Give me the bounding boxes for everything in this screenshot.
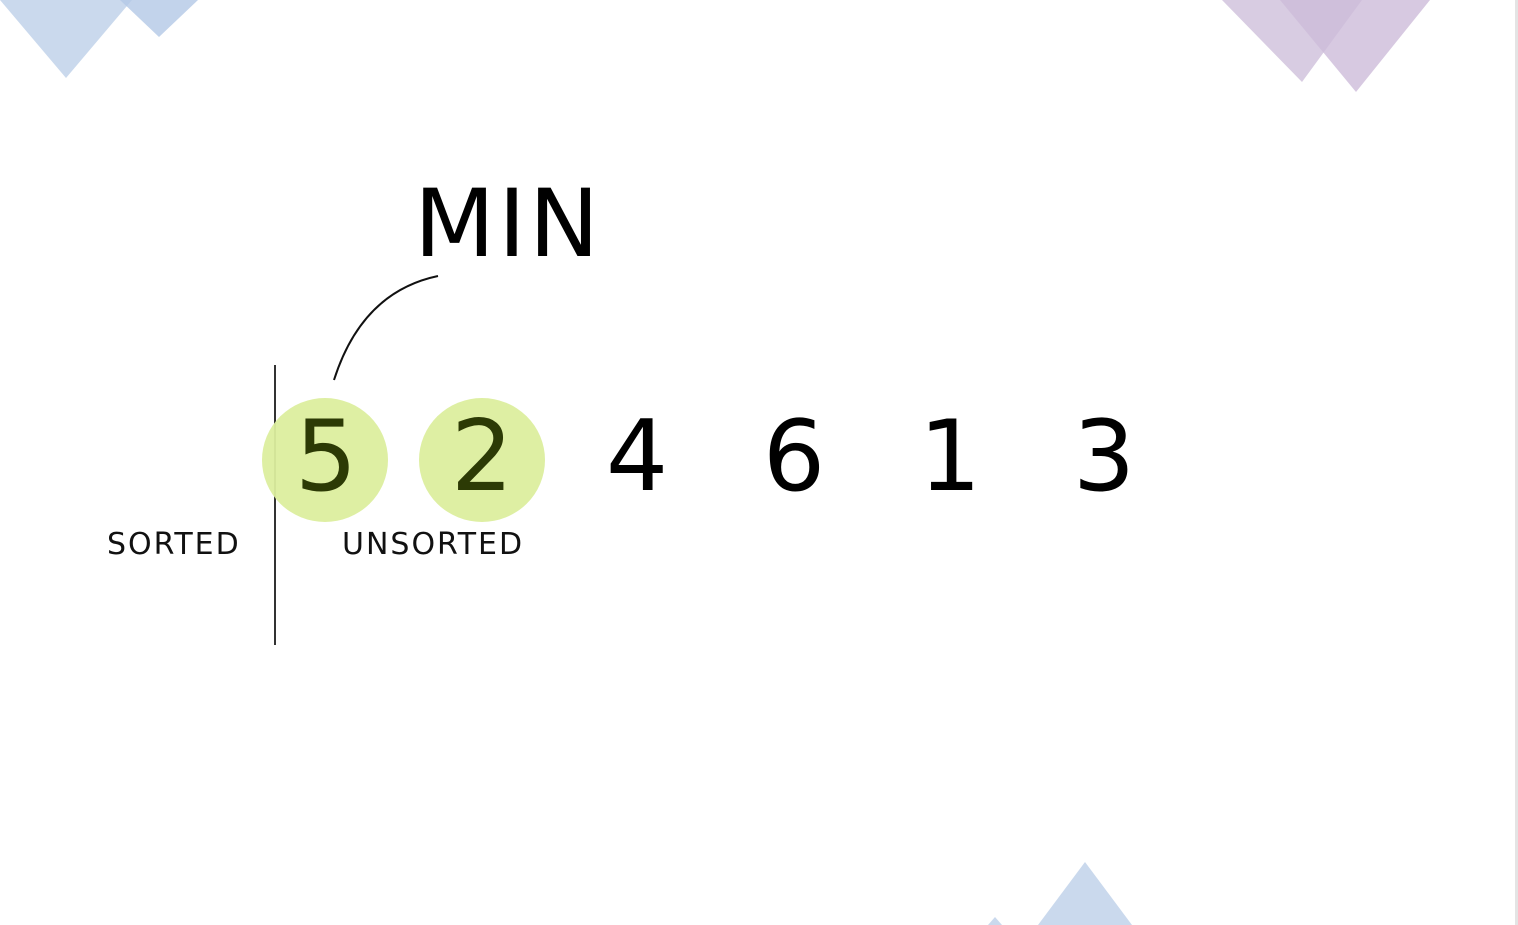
array-value: 6 — [762, 400, 826, 514]
min-label: MIN — [414, 170, 603, 279]
decor-triangle — [1280, 0, 1430, 92]
decor-triangle — [0, 0, 132, 78]
slide-right-border — [1515, 0, 1518, 925]
decor-triangle — [1038, 862, 1132, 925]
decor-triangle — [988, 917, 1002, 925]
decor-triangle — [120, 0, 198, 37]
decor-triangle — [1222, 0, 1362, 82]
array-value: 1 — [918, 400, 982, 514]
array-value: 3 — [1072, 400, 1136, 514]
array-value: 2 — [450, 400, 514, 514]
sorted-label: SORTED — [107, 527, 241, 562]
array-value: 5 — [294, 400, 358, 514]
array-value: 4 — [605, 400, 669, 514]
highlight-circle-min — [419, 398, 545, 522]
sorted-divider-line — [274, 365, 276, 645]
highlight-circle-current — [262, 398, 388, 522]
unsorted-label: UNSORTED — [342, 527, 525, 562]
